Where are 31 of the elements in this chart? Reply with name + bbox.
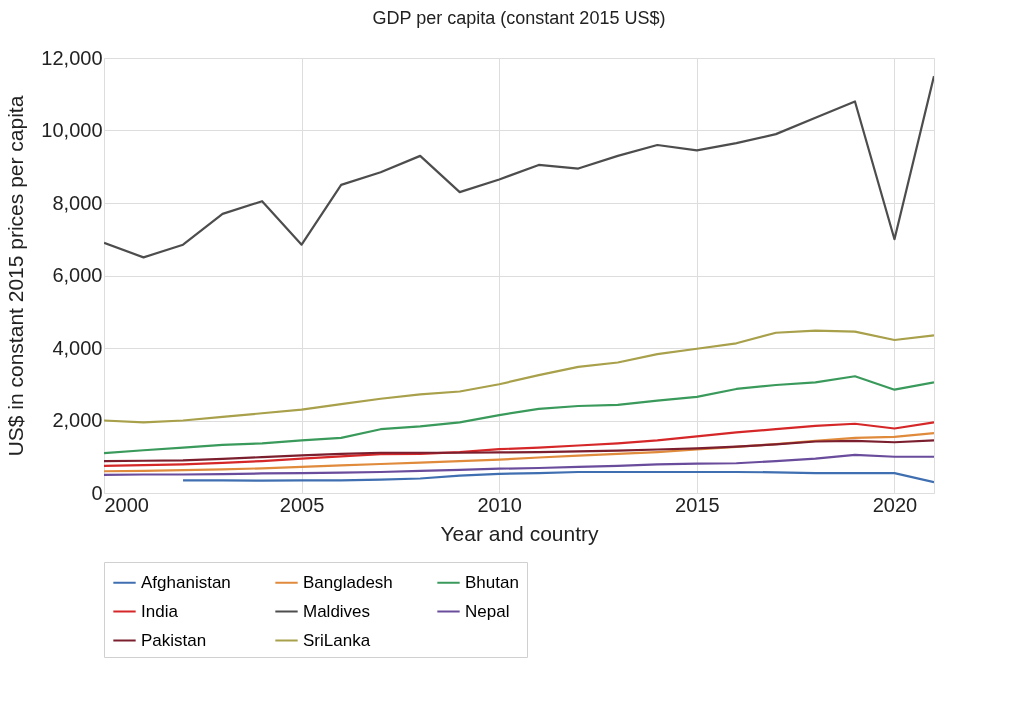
- legend-label: Bangladesh: [303, 572, 393, 592]
- y-tick-label: 4,000: [52, 336, 103, 359]
- y-tick-label: 10,000: [41, 119, 103, 141]
- x-tick-label: 2005: [279, 493, 325, 516]
- line-series: [104, 453, 934, 476]
- line-series: [104, 329, 934, 424]
- legend-label: Maldives: [303, 601, 371, 621]
- legend-label: Nepal: [465, 601, 510, 621]
- x-tick-label: 2020: [872, 493, 918, 516]
- x-tick-label: 2015: [675, 493, 720, 516]
- legend-label: India: [141, 601, 179, 621]
- legend-label: Pakistan: [141, 630, 207, 650]
- y-tick-label: 8,000: [52, 191, 103, 214]
- line-series: [104, 375, 934, 455]
- line-series: [104, 439, 934, 463]
- line-series: [104, 421, 934, 467]
- y-axis-title: US$ in constant 2015 prices per capita: [4, 95, 28, 457]
- line-series: [104, 75, 934, 259]
- x-tick-label: 2000: [104, 493, 149, 516]
- legend-label: Bhutan: [465, 572, 519, 592]
- line-series: [181, 470, 934, 484]
- y-tick-label: 6,000: [52, 264, 103, 286]
- legend-label: SriLanka: [303, 630, 371, 650]
- line-series: [104, 432, 934, 473]
- legend-label: Afghanistan: [141, 572, 231, 592]
- x-tick-label: 2010: [477, 493, 522, 516]
- y-tick-label: 2,000: [52, 409, 103, 431]
- x-axis-title: Year and country: [440, 521, 599, 545]
- y-tick-label: 0: [91, 481, 103, 504]
- y-tick-label: 12,000: [41, 46, 103, 69]
- chart-title: GDP per capita (constant 2015 US$): [372, 8, 666, 28]
